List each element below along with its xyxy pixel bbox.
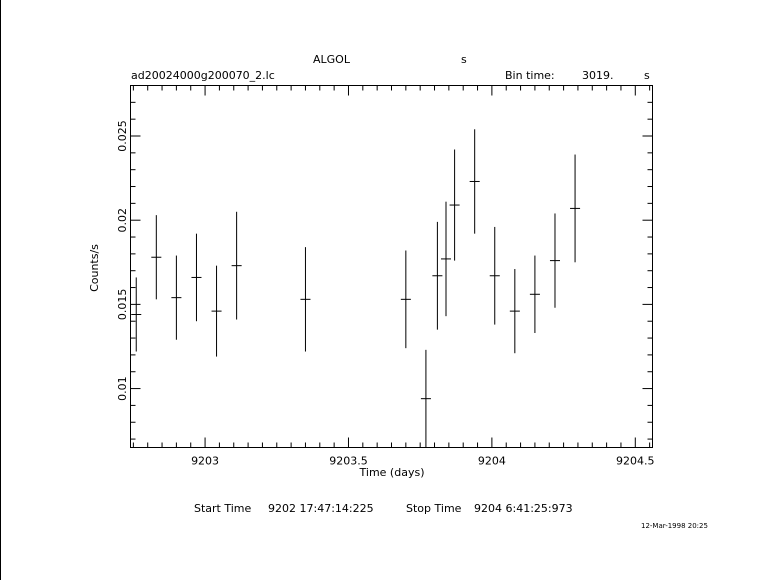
bin-time-value: 3019. [582, 69, 614, 82]
y-axis-label: Counts/s [88, 244, 101, 292]
object-unit: s [461, 53, 467, 66]
plot-frame [130, 85, 653, 448]
filename-label: ad20024000g200070_2.lc [131, 69, 275, 82]
date-stamp: 12-Mar-1998 20:25 [641, 522, 708, 530]
data-point [549, 213, 561, 308]
object-name: ALGOL [313, 53, 351, 66]
data-point [231, 211, 242, 320]
data-point [151, 215, 162, 300]
x-tick-label: 9203 [191, 455, 219, 468]
y-tick-label: 0.025 [116, 120, 129, 152]
bin-time-label: Bin time: [505, 69, 555, 82]
x-axis: 9203 9203.5 9204 9204.5 [132, 85, 655, 468]
data-point [191, 233, 202, 322]
x-tick-label: 9203.5 [329, 455, 368, 468]
x-axis-label: Time (days) [359, 466, 425, 479]
stop-time-value: 9204 6:41:25:973 [474, 502, 573, 515]
data-point [131, 277, 142, 352]
y-tick-label: 0.01 [116, 376, 129, 401]
data-point [432, 221, 443, 330]
data-point [300, 247, 311, 352]
data-point [489, 226, 500, 325]
start-time-value: 9202 17:47:14:225 [268, 502, 374, 515]
data-point [449, 149, 460, 261]
data-point [509, 269, 520, 354]
data-point [420, 349, 431, 448]
data-point [211, 265, 222, 357]
data-point [570, 154, 581, 263]
y-tick-label: 0.02 [116, 208, 129, 233]
data-point [171, 255, 182, 340]
y-tick-label: 0.015 [116, 289, 129, 321]
data-point [469, 129, 480, 234]
y-axis: 0.01 0.015 0.02 0.025 [116, 85, 653, 440]
data-point [529, 255, 540, 334]
start-time-label: Start Time [194, 502, 252, 515]
data-point [400, 250, 411, 349]
bin-time-unit: s [644, 69, 650, 82]
data-series [131, 129, 581, 448]
x-tick-label: 9204.5 [616, 455, 655, 468]
stop-time-label: Stop Time [406, 502, 462, 515]
x-tick-label: 9204 [478, 455, 506, 468]
data-point [440, 201, 452, 317]
